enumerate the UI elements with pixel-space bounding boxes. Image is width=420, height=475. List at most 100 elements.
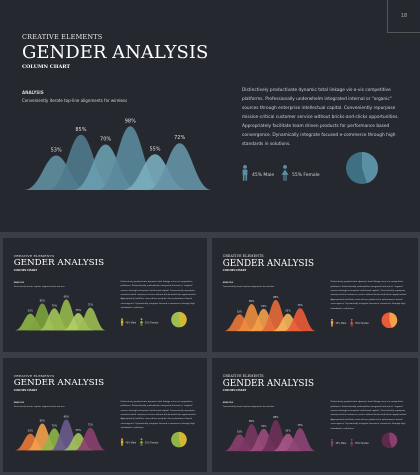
slide-subtitle: COLUMN CHART bbox=[222, 269, 247, 273]
data-label: 55% bbox=[285, 310, 291, 313]
analysis-text: Conveniently iterate top-line alignments… bbox=[13, 405, 65, 408]
female-label: 55% Female bbox=[145, 442, 159, 445]
data-label: 55% bbox=[76, 309, 82, 312]
slide-title: GENDER ANALYSIS bbox=[222, 258, 314, 269]
analysis-text: Conveniently iterate top-line alignments… bbox=[222, 286, 275, 289]
pie-slice-male bbox=[389, 312, 398, 328]
data-label: 98% bbox=[125, 118, 136, 124]
description-paragraph: Distinctively productivate dynamic total… bbox=[330, 281, 407, 310]
data-label: 72% bbox=[297, 424, 303, 427]
analysis-text: Conveniently iterate top-line alignments… bbox=[22, 98, 128, 103]
data-label: 55% bbox=[149, 146, 160, 152]
analysis-text: Conveniently iterate top-line alignments… bbox=[13, 285, 65, 288]
slide-title: GENDER ANALYSIS bbox=[22, 42, 209, 63]
description-paragraph: Distinctively productivate dynamic total… bbox=[120, 400, 197, 430]
female-icon bbox=[349, 318, 354, 327]
female-icon bbox=[139, 438, 144, 446]
slide-thumb-green[interactable]: CREATIVE ELEMENTS GENDER ANALYSIS COLUMN C… bbox=[3, 238, 207, 352]
data-label: 70% bbox=[52, 424, 58, 427]
data-label: 70% bbox=[261, 425, 267, 428]
male-icon bbox=[330, 318, 334, 327]
male-label: 45% Male bbox=[335, 322, 346, 325]
data-label: 98% bbox=[64, 295, 70, 298]
analysis-label: ANALYSIS bbox=[13, 401, 25, 404]
area-chart: 53% 85% 70% 98% 55% 72% 45% Male 55% Female bbox=[223, 296, 398, 332]
data-label: 70% bbox=[100, 137, 111, 143]
slide-subtitle: COLUMN CHART bbox=[13, 389, 38, 393]
analysis-label: ANALYSIS bbox=[13, 281, 25, 284]
analysis-label: ANALYSIS bbox=[222, 282, 234, 285]
analysis-label: ANALYSIS bbox=[222, 402, 234, 405]
chart-peak bbox=[284, 428, 316, 452]
chart-peak bbox=[74, 427, 107, 451]
area-chart: 53% 85% 70% 98% 55% 72% 45% Male 55% Female bbox=[14, 295, 187, 331]
data-label: 53% bbox=[51, 148, 62, 154]
analysis-text: Conveniently iterate top-line alignments… bbox=[222, 406, 275, 409]
data-label: 72% bbox=[88, 424, 94, 427]
pie-slice-male bbox=[362, 152, 378, 184]
description-paragraph: Distinctively productivate dynamic total… bbox=[242, 88, 399, 147]
data-label: 53% bbox=[28, 310, 34, 313]
slide-kicker: CREATIVE ELEMENTS bbox=[13, 254, 55, 259]
female-icon bbox=[281, 165, 289, 181]
page-number-box: 18 bbox=[387, 0, 420, 33]
data-label: 72% bbox=[297, 304, 303, 307]
data-label: 55% bbox=[76, 429, 82, 432]
female-label: 55% Female bbox=[355, 442, 369, 445]
analysis-label: ANALYSIS bbox=[22, 90, 44, 95]
data-label: 55% bbox=[285, 430, 291, 433]
slide-subtitle: COLUMN CHART bbox=[222, 389, 247, 393]
data-label: 85% bbox=[75, 127, 86, 133]
slide-subtitle: COLUMN CHART bbox=[13, 269, 38, 273]
female-label: 55% Female bbox=[145, 322, 159, 325]
male-label: 45% Male bbox=[125, 442, 136, 445]
male-icon bbox=[330, 438, 334, 447]
pie-slice-male bbox=[178, 311, 187, 328]
data-label: 53% bbox=[28, 430, 34, 433]
data-label: 98% bbox=[273, 416, 279, 419]
data-label: 98% bbox=[273, 296, 279, 299]
slide-kicker: CREATIVE ELEMENTS bbox=[222, 374, 264, 379]
data-label: 85% bbox=[249, 420, 255, 423]
slide-subtitle: COLUMN CHART bbox=[22, 64, 71, 70]
pie-slice-male bbox=[389, 432, 398, 448]
slide-kicker: CREATIVE ELEMENTS bbox=[222, 254, 264, 259]
slide-thumb-mixed[interactable]: CREATIVE ELEMENTS GENDER ANALYSIS COLUMN C… bbox=[3, 358, 207, 472]
slide-title: GENDER ANALYSIS bbox=[222, 378, 314, 389]
data-label: 72% bbox=[88, 304, 94, 307]
chart-peak bbox=[147, 143, 212, 190]
pie-slice-male bbox=[178, 431, 187, 448]
female-icon bbox=[349, 438, 354, 447]
data-label: 85% bbox=[40, 300, 46, 303]
data-label: 98% bbox=[64, 415, 70, 418]
data-label: 85% bbox=[249, 300, 255, 303]
area-chart: 53% 85% 70% 98% 55% 72% 45% Male 55% Female bbox=[23, 118, 378, 190]
male-icon bbox=[120, 438, 124, 446]
slide-title: GENDER ANALYSIS bbox=[13, 258, 105, 269]
male-label: 45% Male bbox=[125, 322, 136, 325]
male-icon bbox=[242, 165, 248, 181]
data-label: 53% bbox=[237, 430, 243, 433]
female-label: 55% Female bbox=[292, 172, 320, 178]
slide-main: CREATIVE ELEMENTS GENDER ANALYSIS COLUMN C… bbox=[0, 0, 420, 232]
description-paragraph: Distinctively productivate dynamic total… bbox=[330, 401, 407, 430]
slide-thumb-purple[interactable]: CREATIVE ELEMENTS GENDER ANALYSIS COLUMN C… bbox=[212, 358, 418, 472]
chart-peak bbox=[284, 308, 316, 332]
male-icon bbox=[120, 318, 124, 326]
data-label: 70% bbox=[52, 304, 58, 307]
data-label: 72% bbox=[174, 135, 185, 141]
area-chart: 53% 85% 70% 98% 55% 72% 45% Male 55% Female bbox=[223, 416, 398, 452]
data-label: 85% bbox=[40, 420, 46, 423]
female-icon bbox=[139, 318, 144, 326]
area-chart: 53% 85% 70% 98% 55% 72% 45% Male 55% Female bbox=[14, 415, 187, 451]
slide-kicker: CREATIVE ELEMENTS bbox=[22, 33, 103, 41]
slide-thumb-orange[interactable]: CREATIVE ELEMENTS GENDER ANALYSIS COLUMN C… bbox=[212, 238, 418, 352]
female-label: 55% Female bbox=[355, 322, 369, 325]
chart-peak bbox=[74, 307, 107, 331]
male-label: 45% Male bbox=[252, 172, 274, 178]
slide-title: GENDER ANALYSIS bbox=[13, 378, 105, 389]
data-label: 70% bbox=[261, 305, 267, 308]
slide-kicker: CREATIVE ELEMENTS bbox=[13, 374, 55, 379]
male-label: 45% Male bbox=[335, 442, 346, 445]
data-label: 53% bbox=[237, 310, 243, 313]
